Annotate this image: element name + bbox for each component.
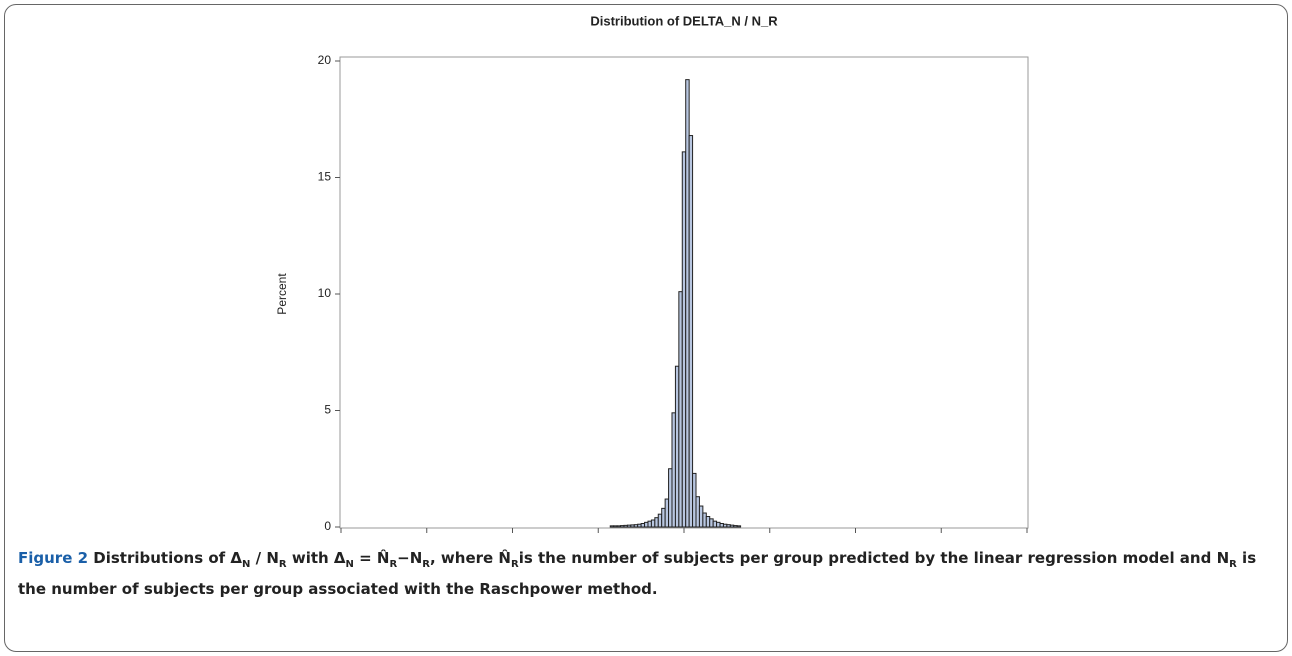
bar	[719, 523, 724, 528]
bar	[688, 135, 694, 528]
bar	[633, 524, 639, 528]
caption-subscript: R	[1229, 559, 1237, 570]
bar	[729, 524, 735, 528]
caption-text: , where N̂	[430, 549, 511, 567]
bar	[671, 412, 676, 528]
bar	[736, 525, 742, 528]
caption-text: is the number of subjects per group asso…	[18, 549, 1257, 598]
bar	[685, 79, 690, 528]
bar	[716, 521, 721, 528]
x-tick-label: 0.2	[847, 538, 864, 540]
figure-border	[4, 4, 1288, 652]
bar	[726, 524, 731, 528]
bar	[678, 291, 683, 528]
bar	[674, 365, 680, 528]
y-tick-label: 15	[318, 170, 332, 184]
bar	[668, 468, 673, 528]
bar	[644, 521, 649, 528]
x-tick-label: 0.3	[933, 538, 950, 540]
bar	[661, 507, 666, 528]
caption-text: with Δ	[286, 549, 346, 567]
chart: Distribution of DELTA_N / N_R 0 5 10 15 20 -0…	[275, 13, 1036, 540]
bar	[664, 498, 670, 528]
x-tick-label: -0.3	[416, 538, 437, 540]
bar	[712, 520, 718, 528]
bar	[650, 519, 656, 528]
bar	[616, 525, 622, 528]
y-tick-label: 0	[324, 519, 331, 533]
caption-subscript: R	[422, 559, 430, 570]
x-tick-label: -0.1	[588, 538, 609, 540]
bar	[623, 524, 628, 528]
y-tick-label: 5	[324, 403, 331, 417]
bar	[709, 518, 714, 528]
y-tick-label: 10	[318, 286, 332, 300]
caption-text: is the number of subjects per group pred…	[518, 549, 1230, 567]
bar	[705, 516, 711, 528]
caption-subscript: R	[389, 559, 398, 570]
caption-text: = N̂	[353, 549, 390, 567]
bar	[698, 505, 704, 528]
bar	[637, 523, 642, 528]
bar	[654, 517, 659, 528]
caption-subscript: R	[278, 559, 287, 570]
y-tick-label: 20	[318, 53, 332, 67]
x-tick-label: 0.4	[1019, 538, 1036, 540]
bar	[647, 520, 652, 528]
caption-text: / N	[250, 549, 279, 567]
bar	[681, 151, 687, 528]
bar	[626, 524, 632, 528]
bar	[609, 525, 615, 528]
y-axis-label: Percent	[275, 273, 289, 315]
caption-subscript: R	[510, 559, 519, 570]
caption: Figure 2 Distributions of ΔN / NR with Δ…	[18, 546, 1268, 601]
bar	[620, 525, 625, 528]
caption-text: −N	[397, 549, 423, 567]
caption-label: Figure 2	[18, 549, 89, 567]
bar	[657, 513, 663, 528]
x-tick-label: -0.2	[502, 538, 523, 540]
x-tick-label: -0.4	[331, 538, 352, 540]
bar	[613, 525, 618, 528]
chart-title: Distribution of DELTA_N / N_R	[590, 13, 778, 28]
bar	[722, 523, 728, 528]
bar	[702, 512, 707, 528]
bar	[695, 496, 700, 528]
bar	[640, 523, 646, 528]
bar	[733, 525, 738, 528]
x-tick-label: 0	[681, 538, 688, 540]
x-tick-label: 0.1	[761, 538, 778, 540]
caption-text: Distributions of Δ	[93, 549, 243, 567]
caption-subscript: N	[345, 559, 354, 570]
caption-subscript: N	[242, 559, 251, 570]
bar	[692, 472, 697, 528]
bar	[630, 524, 635, 528]
